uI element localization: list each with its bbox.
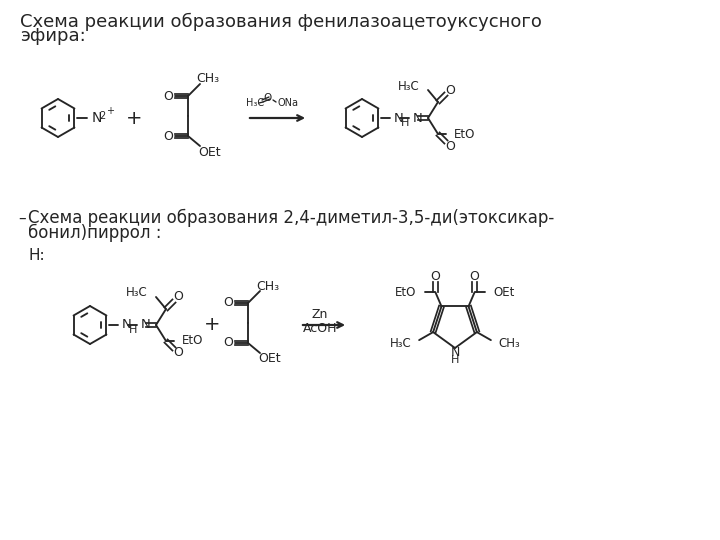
Text: OEt: OEt (199, 145, 221, 159)
Text: –: – (18, 211, 26, 226)
Text: OEt: OEt (258, 353, 282, 366)
Text: H: H (129, 325, 138, 335)
Text: N: N (141, 319, 150, 332)
Text: O: O (264, 93, 272, 103)
Text: H: H (451, 355, 459, 365)
Text: N: N (413, 111, 423, 125)
Text: 2: 2 (99, 111, 105, 121)
Text: Схема реакции образования 2,4-диметил-3,5-ди(этоксикар-: Схема реакции образования 2,4-диметил-3,… (28, 209, 554, 227)
Text: +: + (106, 106, 114, 116)
Text: O: O (163, 130, 173, 143)
Text: O: O (431, 270, 441, 283)
Text: O: O (223, 336, 233, 349)
Text: N: N (92, 111, 102, 125)
Text: N: N (122, 319, 132, 332)
Text: CH₃: CH₃ (499, 336, 521, 349)
Text: O: O (173, 291, 183, 303)
Text: N: N (394, 111, 404, 125)
Text: +: + (126, 109, 143, 127)
Text: H₃C: H₃C (398, 79, 420, 92)
Text: EtO: EtO (395, 286, 416, 299)
Text: O: O (163, 90, 173, 103)
Text: EtO: EtO (182, 334, 203, 348)
Text: H: H (401, 118, 410, 128)
Text: эфира:: эфира: (20, 27, 86, 45)
Text: O: O (445, 84, 455, 97)
Text: CH₃: CH₃ (197, 72, 220, 85)
Text: OEt: OEt (493, 286, 515, 299)
Text: N: N (450, 346, 459, 359)
Text: O: O (445, 139, 455, 152)
Text: бонил)пиррол :: бонил)пиррол : (28, 224, 161, 242)
Text: Н:: Н: (28, 247, 45, 262)
Text: Zn: Zn (312, 308, 328, 321)
Text: AcOH: AcOH (302, 321, 337, 334)
Text: O: O (469, 270, 480, 283)
Text: H₃C: H₃C (246, 98, 264, 108)
Text: Схема реакции образования фенилазоацетоуксусного: Схема реакции образования фенилазоацетоу… (20, 13, 542, 31)
Text: H₃C: H₃C (126, 287, 148, 300)
Text: ONa: ONa (277, 98, 298, 108)
Text: +: + (204, 315, 220, 334)
Text: O: O (173, 347, 183, 360)
Text: CH₃: CH₃ (256, 280, 279, 293)
Text: H₃C: H₃C (390, 336, 411, 349)
Text: EtO: EtO (454, 127, 475, 140)
Text: O: O (223, 296, 233, 309)
